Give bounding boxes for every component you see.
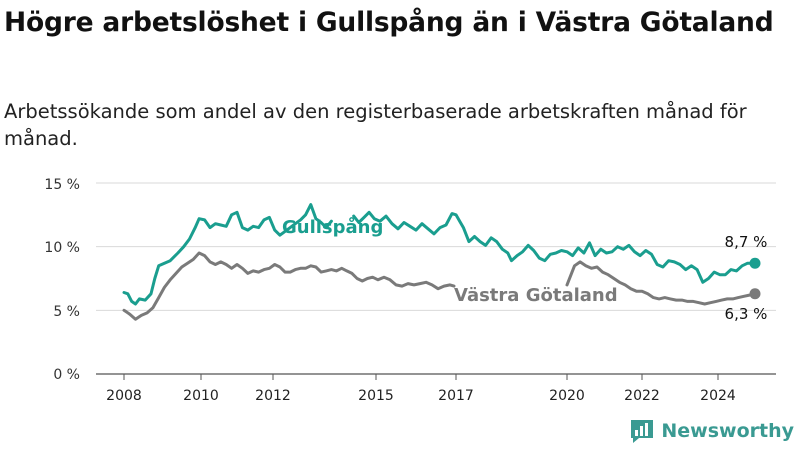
chart-subtitle: Arbetssökande som andel av den registerb…: [4, 100, 747, 150]
x-tick-label: 2024: [700, 388, 736, 404]
x-axis-ticks: 2008 2010 2012 2015 2017 2020 2022 2024: [106, 374, 736, 404]
x-tick-label: 2015: [358, 388, 394, 404]
series-label-vastra-gotaland: Västra Götaland: [454, 285, 618, 306]
newsworthy-logo: Newsworthy: [629, 418, 794, 444]
y-axis-ticks: 0 % 5 % 10 % 15 %: [44, 177, 80, 383]
series-label-gullspang: Gullspång: [282, 216, 383, 238]
x-tick-label: 2017: [438, 388, 474, 404]
brand-name: Newsworthy: [661, 420, 794, 442]
bar-chart-logo-icon: [631, 420, 654, 443]
chart-title: Högre arbetslöshet i Gullspång än i Väst…: [4, 7, 774, 38]
y-tick-label: 5 %: [53, 304, 80, 320]
end-dot-vastra-gotaland: [749, 288, 761, 300]
x-tick-label: 2008: [106, 388, 142, 404]
x-tick-label: 2022: [624, 388, 660, 404]
end-value-label-gullspang: 8,7 %: [725, 233, 768, 251]
series-line-gullspang: [122, 203, 757, 306]
x-tick-label: 2010: [183, 388, 219, 404]
grid-lines: [96, 182, 776, 375]
end-dot-gullspang: [749, 257, 761, 269]
end-dots: [749, 257, 761, 300]
series-lines: [122, 203, 757, 321]
end-value-label-vastra-gotaland: 6,3 %: [725, 305, 768, 323]
y-tick-label: 0 %: [53, 367, 80, 383]
y-tick-label: 15 %: [44, 177, 80, 193]
y-tick-label: 10 %: [44, 240, 80, 256]
x-tick-label: 2012: [255, 388, 291, 404]
series-line-vastra-gotaland: [122, 251, 757, 321]
x-tick-label: 2020: [549, 388, 585, 404]
